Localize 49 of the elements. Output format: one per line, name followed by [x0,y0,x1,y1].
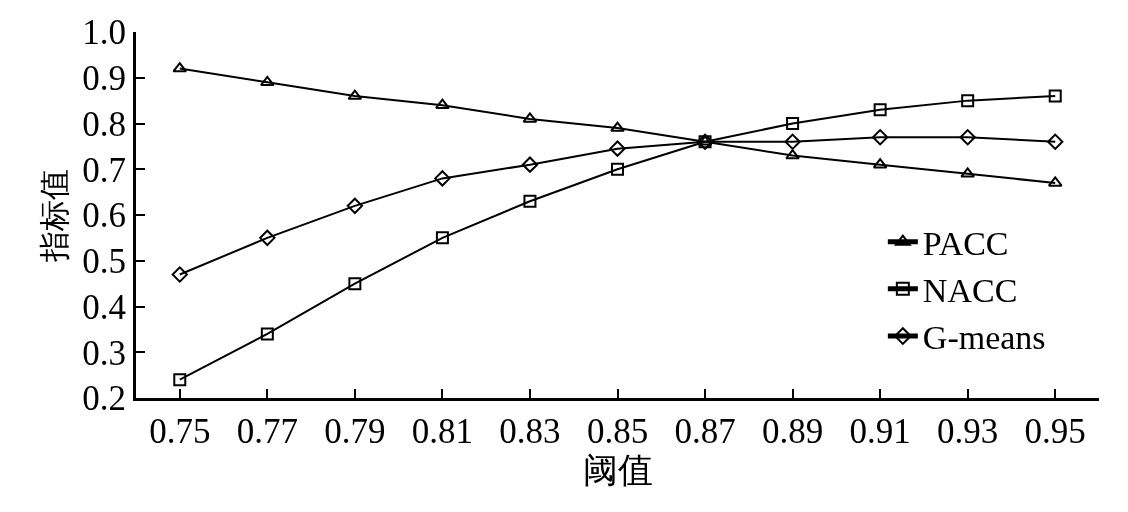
point [959,129,976,146]
x-tick-label: 0.79 [324,412,386,451]
legend-label: G-means [922,319,1046,357]
point [259,75,275,87]
point [171,266,188,283]
y-tick-label: 0.5 [82,242,126,281]
y-tick-label: 0.4 [82,287,126,327]
point [786,117,800,130]
x-tick-label: 0.83 [499,412,561,451]
point [873,103,887,117]
point [609,140,626,157]
x-tick-label: 0.77 [236,412,298,451]
point [610,121,625,132]
point [348,277,362,291]
y-tick-label: 0.2 [82,379,126,419]
point [961,94,975,108]
point [435,98,450,109]
x-tick-label: 0.85 [586,412,649,451]
x-tick-label: 0.93 [937,412,999,451]
legend-label: PACC [922,224,1009,262]
x-tick-label: 0.91 [849,412,911,451]
x-tick-label: 0.95 [1024,412,1086,451]
y-tick-label: 0.9 [82,59,126,98]
point [871,129,889,146]
y-tick-label: 0.7 [82,150,126,190]
point [521,156,539,173]
point [434,170,451,187]
x-tick-label: 0.87 [674,412,736,451]
point [785,149,800,160]
point [435,231,449,245]
y-tick-label: 0.8 [82,104,126,144]
x-axis-title: 阈值 [582,451,653,490]
point [784,133,801,150]
y-tick-label: 0.3 [82,333,126,373]
y-axis-title: 指标值 [36,168,72,263]
point [260,327,274,341]
y-tick-label: 1.0 [82,13,126,53]
x-tick-label: 0.89 [761,412,824,451]
x-tick-label: 0.81 [411,412,474,451]
point [1047,133,1064,150]
x-tick-label: 0.75 [149,412,211,451]
point [173,373,187,387]
legend-label: NACC [922,272,1018,310]
point [1048,89,1062,103]
point [346,197,364,214]
y-tick-label: 0.6 [82,196,126,236]
point [523,194,537,208]
point [611,162,624,176]
point [259,229,276,247]
